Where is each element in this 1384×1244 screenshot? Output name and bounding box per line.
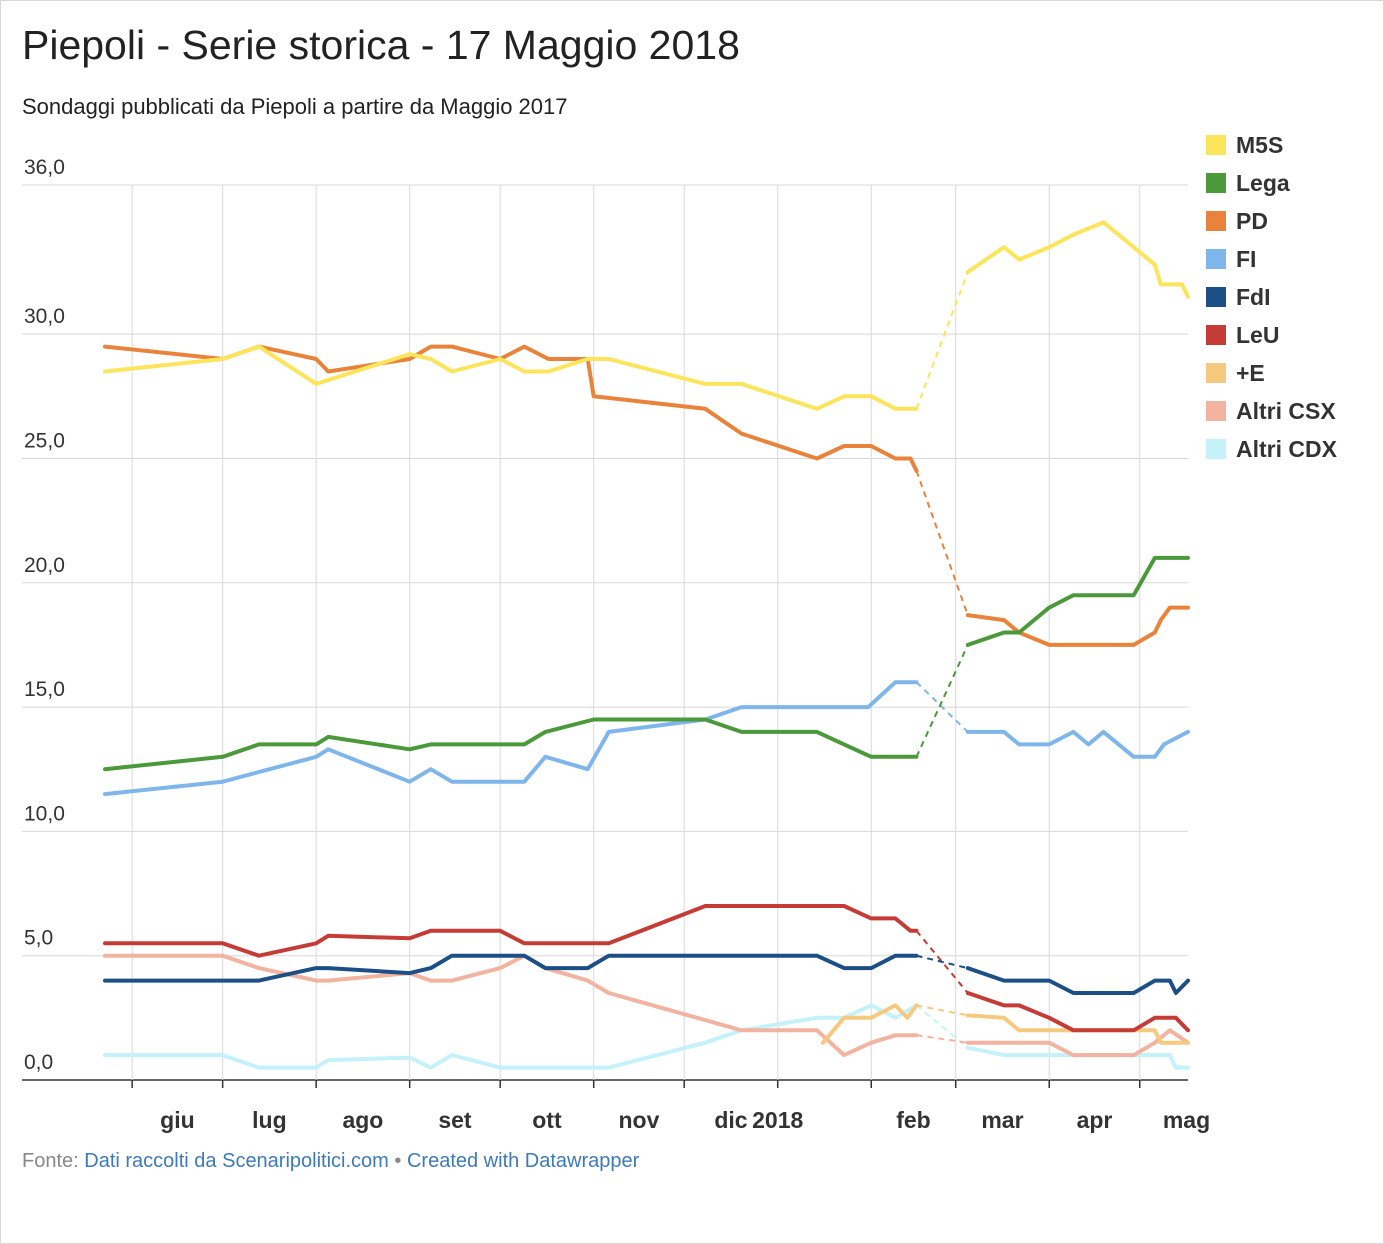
series-line	[103, 717, 919, 772]
series-line	[821, 1003, 919, 1045]
footer-separator: •	[394, 1150, 402, 1172]
x-tick-label: mar	[981, 1107, 1023, 1133]
legend-item: Altri CDX	[1206, 430, 1337, 468]
y-axis-ticks: 0,0 5,0 10,0 15,0 20,0 25,0 30,0 36,0	[24, 156, 65, 1074]
x-tick-label: nov	[619, 1107, 660, 1133]
legend-swatch	[1206, 401, 1226, 421]
series-line	[103, 680, 919, 797]
legend-label: M5S	[1236, 131, 1284, 158]
source-label: Fonte:	[22, 1150, 79, 1172]
series-line	[965, 1045, 1190, 1070]
y-tick-label: 25,0	[24, 429, 65, 452]
legend-item: PD	[1206, 202, 1337, 240]
y-tick-label: 0,0	[24, 1051, 53, 1074]
datawrapper-link[interactable]: Created with Datawrapper	[406, 1150, 640, 1172]
series-lines	[103, 220, 1190, 1070]
x-tick-label: set	[438, 1107, 472, 1133]
legend-item: FdI	[1206, 278, 1337, 316]
footer: Fonte: Dati raccolti da Scenaripolitici.…	[22, 1150, 639, 1173]
x-tick-label: ago	[342, 1107, 383, 1133]
legend-label: Altri CSX	[1236, 397, 1336, 424]
y-tick-label: 10,0	[24, 802, 65, 825]
x-tick-label: ott	[532, 1107, 562, 1133]
y-tick-label: 20,0	[24, 554, 65, 577]
legend-label: Altri CDX	[1236, 435, 1337, 462]
series-gap-line	[915, 1004, 969, 1049]
series-line	[965, 991, 1190, 1033]
series-line	[965, 729, 1190, 759]
y-tick-label: 15,0	[24, 678, 65, 701]
legend-label: FI	[1236, 245, 1257, 272]
series-gap-line	[915, 681, 969, 733]
legend-item: Altri CSX	[1206, 392, 1337, 430]
chart-title: Piepoli - Serie storica - 17 Maggio 2018	[22, 22, 740, 68]
series-line	[965, 220, 1190, 299]
x-axis-ticks: giu lug ago set ott nov dic 2018 feb mar apr mag	[160, 1107, 1210, 1133]
legend-swatch	[1206, 325, 1226, 345]
series-line	[965, 605, 1190, 647]
series-line	[965, 555, 1190, 647]
series-line	[103, 953, 919, 1058]
legend-swatch	[1206, 173, 1226, 193]
legend-label: PD	[1236, 207, 1268, 234]
legend-swatch	[1206, 211, 1226, 231]
x-tick-label: 2018	[752, 1107, 803, 1133]
legend-item: LeU	[1206, 316, 1337, 354]
series-line	[103, 904, 919, 958]
legend-swatch	[1206, 135, 1226, 155]
legend-swatch	[1206, 363, 1226, 383]
legend-label: +E	[1236, 359, 1265, 386]
series-gap-line	[916, 1004, 968, 1017]
series-line	[103, 1003, 919, 1070]
legend-swatch	[1206, 439, 1226, 459]
x-tick-label: mag	[1163, 1107, 1210, 1133]
y-tick-label: 30,0	[24, 305, 65, 328]
chart-subtitle: Sondaggi pubblicati da Piepoli a partire…	[22, 94, 568, 119]
grid-lines	[22, 184, 1188, 1088]
series-line	[965, 1028, 1190, 1058]
legend-swatch	[1206, 249, 1226, 269]
legend-item: FI	[1206, 240, 1337, 278]
series-line	[103, 344, 919, 473]
x-tick-label: dic	[714, 1107, 747, 1133]
x-tick-label: apr	[1077, 1107, 1113, 1133]
series-gap-line	[916, 1034, 968, 1044]
series-line	[103, 344, 919, 411]
x-tick-label: giu	[160, 1107, 195, 1133]
legend: M5S Lega PD FI FdI LeU +E Altri CSX Altri CDX	[1206, 126, 1337, 468]
series-line	[103, 953, 919, 983]
x-tick-label: feb	[896, 1107, 931, 1133]
y-tick-label: 36,0	[24, 156, 65, 179]
legend-swatch	[1206, 287, 1226, 307]
y-tick-label: 5,0	[24, 927, 53, 950]
series-line	[965, 966, 1190, 995]
legend-item: Lega	[1206, 164, 1337, 202]
legend-label: FdI	[1236, 283, 1271, 310]
series-gap-line	[915, 644, 969, 758]
source-link[interactable]: Dati raccolti da Scenaripolitici.com	[84, 1150, 389, 1172]
series-gap-line	[915, 930, 969, 994]
series-gap-line	[915, 271, 969, 410]
legend-item: +E	[1206, 354, 1337, 392]
legend-label: LeU	[1236, 321, 1280, 348]
legend-item: M5S	[1206, 126, 1337, 164]
series-gap-line	[915, 470, 969, 616]
legend-label: Lega	[1236, 169, 1290, 196]
series-gap-line	[916, 954, 969, 970]
x-tick-label: lug	[252, 1107, 287, 1133]
